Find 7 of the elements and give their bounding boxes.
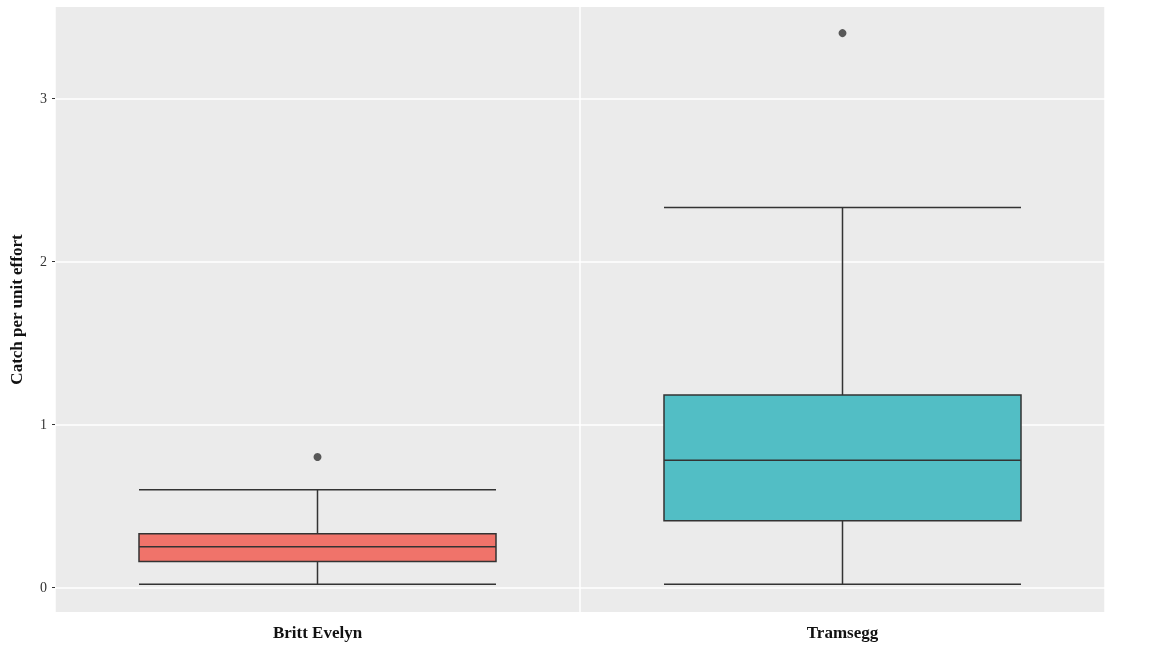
y-tick-label: 3 <box>40 90 47 106</box>
y-tick-label: 0 <box>40 580 47 596</box>
x-tick-label: Britt Evelyn <box>272 623 363 642</box>
y-axis-title: Catch per unit effort <box>7 234 26 385</box>
y-tick-label: 2 <box>40 253 47 269</box>
x-tick-label: Tramsegg <box>806 623 879 642</box>
y-tick-label: 1 <box>40 416 47 432</box>
